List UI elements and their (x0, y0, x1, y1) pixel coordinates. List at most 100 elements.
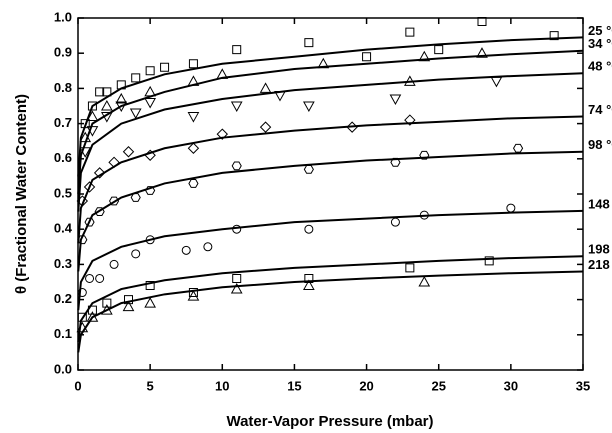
data-point (101, 99, 113, 111)
data-point (77, 312, 87, 322)
series-label: 74 °C (588, 102, 612, 117)
data-point (230, 101, 243, 113)
data-point (232, 273, 242, 283)
fit-curve (77, 36, 584, 177)
data-point (304, 273, 314, 283)
data-point (434, 45, 444, 55)
y-tick-label: 0.0 (54, 361, 72, 376)
data-point (484, 256, 494, 266)
data-point (160, 62, 170, 72)
y-tick-label: 0.2 (54, 291, 72, 306)
data-point (303, 279, 315, 291)
series-label: 198 °C (588, 242, 612, 257)
fit-curve (77, 115, 584, 244)
data-point (259, 121, 272, 133)
x-axis-title: Water-Vapor Pressure (mbar) (226, 413, 433, 430)
data-point (477, 17, 487, 27)
data-point (389, 94, 402, 105)
data-point (115, 101, 128, 113)
data-point (116, 80, 126, 90)
data-point (303, 164, 314, 174)
data-point (419, 150, 430, 160)
data-point (405, 27, 415, 37)
fit-curve (77, 209, 584, 311)
x-tick-label: 30 (504, 378, 518, 393)
data-point (122, 300, 135, 312)
data-point (476, 47, 488, 58)
data-point (131, 249, 141, 259)
data-point (87, 101, 97, 111)
data-point (405, 263, 415, 273)
y-tick-label: 0.7 (54, 115, 72, 130)
data-point (362, 52, 372, 62)
y-tick-label: 0.5 (54, 185, 72, 200)
data-point (512, 143, 524, 153)
data-point (145, 66, 155, 76)
data-point (390, 217, 400, 227)
y-tick-label: 0.6 (54, 150, 72, 165)
data-point (490, 76, 503, 88)
data-point (108, 196, 120, 206)
x-tick-label: 10 (215, 378, 229, 393)
data-point (549, 31, 559, 41)
data-point (115, 92, 128, 104)
data-point (122, 146, 135, 158)
data-point (506, 203, 516, 213)
data-point (216, 128, 228, 140)
data-point (129, 108, 142, 120)
data-point (131, 73, 141, 83)
x-tick-label: 25 (431, 378, 445, 393)
x-tick-label: 0 (74, 378, 81, 393)
data-point (187, 112, 200, 123)
data-point (203, 242, 213, 252)
data-point (83, 181, 96, 193)
series-label: 98 °C (588, 137, 612, 152)
data-point (259, 82, 272, 93)
y-tick-label: 0.4 (54, 221, 73, 236)
x-tick-label: 15 (287, 378, 301, 393)
data-point (95, 273, 105, 283)
x-tick-label: 5 (147, 378, 154, 393)
y-tick-label: 0.1 (54, 326, 72, 341)
data-point (232, 45, 242, 55)
x-tick-label: 20 (359, 378, 373, 393)
data-point (94, 207, 105, 216)
data-point (86, 110, 99, 122)
data-point (404, 114, 416, 126)
data-point (304, 224, 314, 234)
series-label: 25 °C (588, 23, 612, 38)
data-point (231, 161, 242, 171)
data-point (144, 297, 156, 308)
y-tick-label: 0.9 (54, 45, 72, 60)
data-point (181, 245, 191, 255)
x-tick-label: 35 (576, 378, 590, 393)
y-tick-label: 0.3 (54, 256, 72, 271)
data-point (232, 224, 242, 234)
fit-curve (77, 270, 584, 353)
data-point (188, 59, 198, 69)
data-point (93, 167, 106, 179)
y-tick-label: 1.0 (54, 9, 72, 24)
data-point (188, 288, 198, 298)
fit-curve (77, 72, 584, 212)
data-point (145, 281, 155, 291)
series-label: 148 °C (588, 196, 612, 211)
data-point (187, 142, 200, 154)
data-point (77, 235, 88, 245)
data-point (101, 112, 113, 123)
series-label: 48 °C (588, 59, 612, 74)
data-point (303, 101, 315, 113)
series-label: 218 °C (588, 257, 612, 272)
data-point (144, 97, 156, 109)
fit-curve (77, 49, 584, 195)
data-point (187, 290, 200, 301)
data-point (418, 50, 431, 62)
data-point (86, 126, 99, 137)
data-point (85, 273, 95, 283)
y-tick-label: 0.8 (54, 80, 72, 95)
data-point (304, 38, 314, 48)
data-point (130, 193, 141, 202)
data-point (79, 147, 92, 158)
fit-curve (77, 255, 584, 342)
